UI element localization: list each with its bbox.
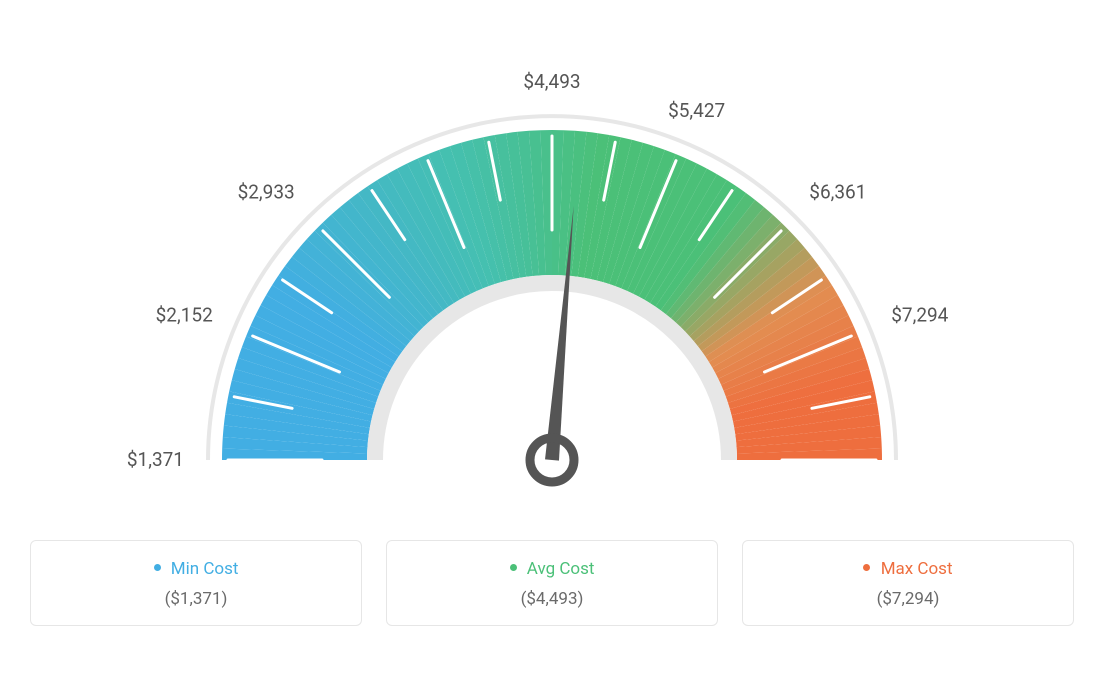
- legend-row: Min Cost ($1,371) Avg Cost ($4,493) Max …: [30, 540, 1074, 626]
- gauge-tick-label: $6,361: [809, 181, 866, 204]
- gauge-tick-label: $1,371: [127, 448, 184, 471]
- legend-label: Min Cost: [171, 559, 239, 579]
- legend-value-avg: ($4,493): [397, 589, 707, 609]
- legend-label: Max Cost: [881, 559, 953, 579]
- legend-value-max: ($7,294): [753, 589, 1063, 609]
- gauge-tick-label: $4,493: [523, 70, 580, 93]
- gauge-svg: $1,371 $2,152 $2,933 $4,493 $5,427 $6,361 $7,2…: [30, 30, 1074, 510]
- legend-card-max: Max Cost ($7,294): [742, 540, 1074, 626]
- legend-title-min: Min Cost: [41, 559, 351, 579]
- gauge-tick-label: $7,294: [891, 303, 948, 326]
- legend-value-min: ($1,371): [41, 589, 351, 609]
- dot-icon: [154, 564, 161, 571]
- legend-card-avg: Avg Cost ($4,493): [386, 540, 718, 626]
- legend-title-avg: Avg Cost: [397, 559, 707, 579]
- legend-label: Avg Cost: [527, 559, 595, 579]
- cost-gauge-chart: $1,371 $2,152 $2,933 $4,493 $5,427 $6,361 $7,2…: [30, 30, 1074, 510]
- gauge-tick-label: $2,933: [238, 181, 295, 204]
- gauge-tick-label: $2,152: [156, 303, 213, 326]
- dot-icon: [510, 564, 517, 571]
- gauge-tick-label: $5,427: [668, 99, 725, 122]
- legend-title-max: Max Cost: [753, 559, 1063, 579]
- dot-icon: [863, 564, 870, 571]
- legend-card-min: Min Cost ($1,371): [30, 540, 362, 626]
